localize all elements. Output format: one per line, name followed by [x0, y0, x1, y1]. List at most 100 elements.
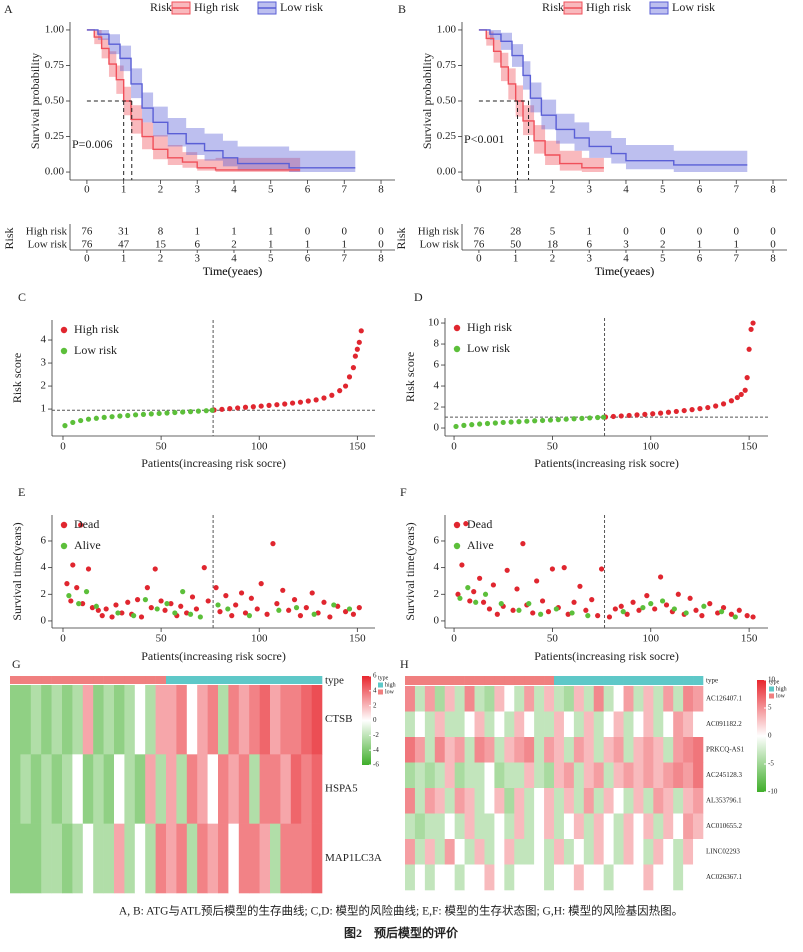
heat-cell — [301, 685, 312, 755]
heat-cell — [554, 737, 565, 763]
risk-count: 3 — [623, 239, 629, 251]
heat-cell — [186, 754, 198, 824]
legend-label: Low risk — [280, 0, 323, 14]
type-bar-cell — [166, 676, 177, 684]
survival-line — [478, 29, 604, 169]
risk-count: 15 — [155, 239, 167, 251]
y-tick-label: 4 — [434, 380, 440, 392]
point — [467, 598, 473, 604]
panel-label: F — [400, 485, 407, 499]
point — [477, 575, 483, 581]
heat-cell — [573, 762, 585, 789]
heat-cell — [166, 823, 177, 894]
point — [148, 605, 154, 611]
legend-dot — [60, 326, 68, 334]
risk-table-tick-label: 8 — [378, 253, 384, 265]
point — [626, 412, 632, 419]
point — [492, 420, 498, 426]
heat-cell — [673, 686, 684, 712]
risk-count: 0 — [660, 226, 666, 238]
heat-cell — [218, 685, 229, 755]
heat-cell — [464, 711, 475, 738]
type-bar-cell — [134, 676, 146, 684]
heat-cell — [653, 864, 664, 891]
heat-cell — [464, 864, 475, 891]
type-bar-cell — [643, 676, 654, 685]
point — [595, 613, 601, 619]
row-label: MAP1LC3A — [325, 852, 382, 864]
type-bar-cell — [20, 676, 32, 684]
heat-cell — [176, 685, 188, 755]
row-label: HSPA5 — [325, 783, 358, 795]
heat-cell — [583, 839, 595, 865]
heat-cell — [653, 813, 664, 840]
type-legend-label: low — [776, 693, 786, 699]
heat-cell — [434, 864, 446, 891]
point — [95, 607, 101, 613]
heat-cell — [613, 864, 624, 891]
heat-cell — [424, 711, 436, 738]
point — [701, 603, 707, 609]
y-tick-label: 4 — [41, 561, 47, 573]
heat-cell — [693, 788, 704, 814]
heat-cell — [623, 813, 634, 840]
heat-cell — [72, 823, 84, 894]
x-axis-label: Patients(increasing risk socre) — [534, 649, 679, 663]
x-tick-label: 6 — [697, 184, 703, 196]
point — [734, 394, 740, 401]
risk-table-tick-label: 7 — [342, 253, 348, 265]
heat-cell — [663, 788, 674, 814]
heat-cell — [534, 711, 545, 738]
heat-cell — [414, 813, 426, 840]
heat-cell — [643, 788, 654, 814]
type-bar-cell — [41, 676, 52, 684]
type-bar-cell — [270, 676, 281, 684]
heat-cell — [683, 762, 694, 789]
type-bar-cell — [573, 676, 585, 685]
point — [172, 610, 178, 616]
risk-table-row: Low risk — [420, 239, 460, 251]
heat-cell — [524, 686, 535, 712]
x-tick-label: 150 — [349, 633, 366, 645]
heat-cell — [93, 754, 104, 824]
type-bar-cell — [72, 676, 84, 684]
legend-label: High risk — [586, 0, 631, 14]
point — [83, 589, 90, 595]
legend-dot — [453, 542, 461, 550]
point — [223, 593, 229, 599]
risk-table-tick-label: 4 — [231, 253, 237, 265]
heat-cell — [683, 737, 694, 763]
heat-cell — [280, 685, 292, 755]
heat-cell — [514, 839, 525, 865]
point — [187, 409, 194, 415]
legend-label: Dead — [74, 517, 99, 531]
point — [577, 583, 583, 589]
heat-cell — [603, 711, 614, 738]
point — [459, 562, 465, 568]
heat-cell — [573, 864, 585, 891]
confidence-band — [478, 29, 604, 173]
point — [713, 403, 719, 409]
heat-cell — [405, 813, 416, 840]
heat-cell — [504, 711, 515, 738]
heat-cell — [514, 711, 525, 738]
heat-cell — [524, 839, 535, 865]
heat-cell — [693, 839, 704, 865]
heat-cell — [643, 839, 654, 865]
heat-cell — [474, 686, 485, 712]
heat-cell — [524, 711, 535, 738]
type-bar-cell — [633, 676, 644, 685]
heat-cell — [238, 823, 250, 894]
point — [650, 411, 656, 417]
heat-cell — [280, 823, 292, 894]
heat-cell — [514, 813, 525, 840]
risk-table-tick-label: 2 — [158, 253, 164, 265]
point — [197, 614, 203, 620]
heat-cell — [124, 823, 136, 894]
heat-cell — [563, 864, 575, 891]
heat-cell — [484, 686, 495, 712]
colorbar-tick-label: 0 — [768, 732, 772, 740]
heat-cell — [424, 864, 436, 891]
point — [538, 611, 544, 617]
point — [115, 610, 121, 616]
